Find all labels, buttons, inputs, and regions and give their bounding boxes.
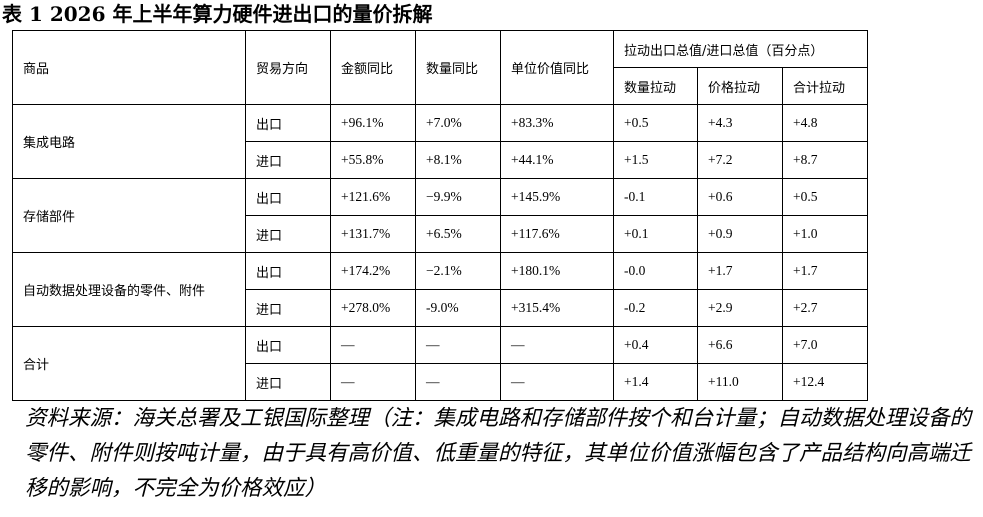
value-cell: +1.4 <box>613 363 698 401</box>
value-cell: +180.1% <box>500 252 614 290</box>
header-cell: 数量同比 <box>415 30 501 105</box>
product-cell: 集成电路 <box>12 104 246 179</box>
header-cell: 单位价值同比 <box>500 30 614 105</box>
value-cell: — <box>415 363 501 401</box>
value-cell: +4.3 <box>697 104 783 142</box>
value-cell: +0.9 <box>697 215 783 253</box>
value-cell: +6.5% <box>415 215 501 253</box>
value-cell: +1.7 <box>781 252 869 290</box>
value-cell: — <box>415 326 501 364</box>
value-cell: −9.9% <box>415 178 501 216</box>
direction-cell: 出口 <box>245 178 331 216</box>
header-cell: 贸易方向 <box>245 30 331 105</box>
header-cell: 商品 <box>12 30 246 105</box>
direction-cell: 出口 <box>245 252 331 290</box>
value-cell: — <box>500 363 614 401</box>
value-cell: +131.7% <box>330 215 416 253</box>
value-cell: +8.1% <box>415 141 501 179</box>
table-title: 表 1 2026 年上半年算力硬件进出口的量价拆解 <box>2 2 433 26</box>
value-cell: +315.4% <box>500 289 614 327</box>
value-cell: +121.6% <box>330 178 416 216</box>
value-cell: +44.1% <box>500 141 614 179</box>
value-cell: +117.6% <box>500 215 614 253</box>
value-cell: +0.6 <box>697 178 783 216</box>
value-cell: +96.1% <box>330 104 416 142</box>
table-row: 存储部件 出口 +121.6% −9.9% +145.9% -0.1 +0.6 +0.5 <box>12 178 869 253</box>
direction-cell: 出口 <box>245 326 331 364</box>
value-cell: +6.6 <box>697 326 783 364</box>
product-cell: 存储部件 <box>12 178 246 253</box>
header-cell: 数量拉动 <box>613 67 698 105</box>
value-cell: +1.0 <box>781 215 869 253</box>
value-cell: — <box>330 363 416 401</box>
table-row: 进口 +131.7% +6.5% +117.6% +0.1 +0.9 +1.0 <box>13 215 869 253</box>
value-cell: +0.1 <box>613 215 698 253</box>
value-cell: +8.7 <box>781 141 869 179</box>
data-table: 商品 贸易方向 金额同比 数量同比 单位价值同比 拉动出口总值/进口总值（百分点） 数量拉动… <box>12 30 869 401</box>
value-cell: +11.0 <box>697 363 783 401</box>
value-cell: +278.0% <box>330 289 416 327</box>
table-row: 自动数据处理设备的零件、附件 出口 +174.2% −2.1% +180.1% -0.0 +… <box>12 252 869 327</box>
value-cell: +4.8 <box>781 104 869 142</box>
direction-cell: 进口 <box>245 141 331 179</box>
value-cell: +83.3% <box>500 104 614 142</box>
table-row: 数量拉动 价格拉动 合计拉动 <box>13 67 869 105</box>
value-cell: +7.2 <box>697 141 783 179</box>
table-row: 商品 贸易方向 金额同比 数量同比 单位价值同比 拉动出口总值/进口总值（百分点） <box>12 30 869 105</box>
table-row: 进口 — — — +1.4 +11.0 +12.4 <box>13 363 869 401</box>
product-cell: 合计 <box>12 326 246 401</box>
table-row: 进口 +55.8% +8.1% +44.1% +1.5 +7.2 +8.7 <box>13 141 869 179</box>
table-row: 进口 +278.0% -9.0% +315.4% -0.2 +2.9 +2.7 <box>13 289 869 327</box>
header-cell: 拉动出口总值/进口总值（百分点） <box>612 30 869 68</box>
table-body: 商品 贸易方向 金额同比 数量同比 单位价值同比 拉动出口总值/进口总值（百分点） 数量拉动… <box>12 30 869 401</box>
direction-cell: 进口 <box>245 215 331 253</box>
value-cell: +0.5 <box>781 178 869 216</box>
direction-cell: 出口 <box>245 104 331 142</box>
product-cell: 自动数据处理设备的零件、附件 <box>12 252 246 327</box>
header-cell: 金额同比 <box>330 30 416 105</box>
value-cell: +174.2% <box>330 252 416 290</box>
table-row: 集成电路 出口 +96.1% +7.0% +83.3% +0.5 +4.3 +4.8 <box>12 104 869 179</box>
value-cell: -0.1 <box>613 178 698 216</box>
value-cell: +12.4 <box>781 363 869 401</box>
value-cell: -9.0% <box>415 289 501 327</box>
value-cell: +2.9 <box>697 289 783 327</box>
value-cell: +0.4 <box>613 326 698 364</box>
direction-cell: 进口 <box>245 289 331 327</box>
value-cell: — <box>500 326 614 364</box>
value-cell: −2.1% <box>415 252 501 290</box>
value-cell: -0.0 <box>613 252 698 290</box>
value-cell: +55.8% <box>330 141 416 179</box>
value-cell: +7.0 <box>781 326 869 364</box>
value-cell: +1.7 <box>697 252 783 290</box>
value-cell: +0.5 <box>613 104 698 142</box>
value-cell: -0.2 <box>613 289 698 327</box>
header-cell: 合计拉动 <box>781 67 869 105</box>
value-cell: +145.9% <box>500 178 614 216</box>
header-cell: 价格拉动 <box>697 67 783 105</box>
direction-cell: 进口 <box>245 363 331 401</box>
source-note: 资料来源：海关总署及工银国际整理（注：集成电路和存储部件按个和台计量；自动数据处… <box>25 406 972 501</box>
table-row: 合计 出口 — — — +0.4 +6.6 +7.0 <box>12 326 869 401</box>
value-cell: — <box>330 326 416 364</box>
value-cell: +7.0% <box>415 104 501 142</box>
value-cell: +1.5 <box>613 141 698 179</box>
value-cell: +2.7 <box>781 289 869 327</box>
